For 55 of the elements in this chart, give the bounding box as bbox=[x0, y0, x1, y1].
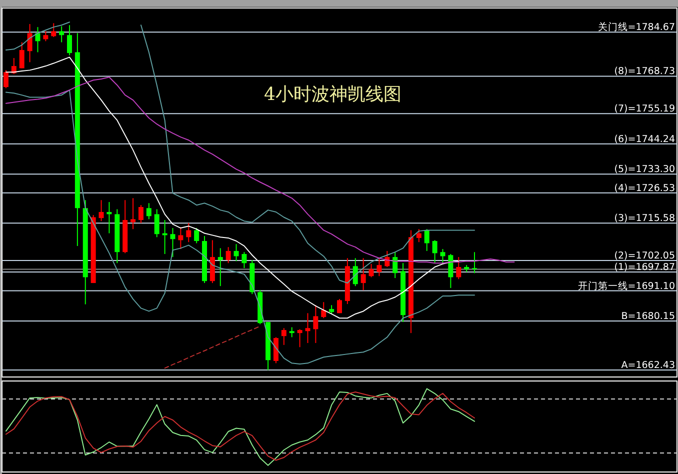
candlestick bbox=[170, 228, 176, 258]
ref-line-label: 开门第一线=1691.10 bbox=[578, 280, 675, 292]
candlestick bbox=[226, 246, 231, 264]
candlestick bbox=[289, 326, 294, 338]
candlestick bbox=[242, 252, 247, 269]
candlestick bbox=[305, 312, 310, 344]
ref-line-label: (4)=1726.53 bbox=[614, 182, 675, 194]
candlestick bbox=[440, 248, 446, 264]
candlestick bbox=[392, 252, 398, 279]
candlestick bbox=[138, 204, 144, 224]
candlestick bbox=[297, 328, 302, 348]
candlestick bbox=[360, 258, 366, 291]
candlestick bbox=[424, 228, 430, 252]
candlestick bbox=[472, 252, 477, 274]
candlestick bbox=[456, 256, 462, 280]
candlestick bbox=[98, 200, 104, 222]
candlestick bbox=[194, 228, 200, 244]
candlestick bbox=[234, 244, 239, 262]
candlestick bbox=[51, 22, 56, 38]
candlestick bbox=[273, 336, 278, 364]
ref-line-label: (3)=1715.58 bbox=[614, 213, 675, 224]
candlestick bbox=[106, 202, 112, 234]
candlestick bbox=[376, 258, 382, 277]
candlestick bbox=[281, 328, 286, 346]
candlestick bbox=[368, 263, 374, 278]
ref-line-label: B=1680.15 bbox=[621, 311, 675, 322]
ref-line-label: (2)=1702.05 bbox=[614, 250, 675, 262]
text: 4小时波神凯线图 bbox=[264, 84, 402, 105]
candlestick bbox=[321, 302, 326, 319]
ref-line-label: (8)=1768.73 bbox=[614, 66, 675, 78]
candlestick bbox=[27, 24, 32, 63]
ref-line-label: (5)=1733.30 bbox=[614, 164, 675, 176]
candlestick bbox=[130, 198, 136, 230]
ref-line-label: (7)=1755.19 bbox=[614, 104, 675, 115]
candlestick bbox=[352, 258, 358, 287]
ref-line-label: (6)=1744.24 bbox=[614, 134, 675, 145]
candlestick bbox=[154, 208, 160, 238]
candlestick bbox=[218, 248, 223, 287]
candlestick bbox=[67, 24, 72, 56]
candlestick bbox=[146, 202, 152, 220]
candlestick bbox=[448, 254, 454, 288]
candlestick bbox=[186, 222, 192, 243]
candlestick bbox=[416, 228, 422, 243]
candlestick bbox=[43, 30, 48, 42]
ref-line-label: 关门线=1784.67 bbox=[598, 21, 675, 34]
ref-line-label: A=1662.43 bbox=[621, 360, 675, 372]
candlestick bbox=[337, 298, 342, 314]
ref-line-label: (1)=1697.87 bbox=[614, 262, 675, 274]
candlestick bbox=[432, 240, 438, 264]
candlestick bbox=[19, 42, 24, 69]
candlestick bbox=[178, 226, 184, 250]
candlestick bbox=[59, 26, 64, 43]
candlestick bbox=[313, 304, 318, 344]
candlestick bbox=[3, 70, 8, 89]
candlestick bbox=[35, 26, 40, 53]
